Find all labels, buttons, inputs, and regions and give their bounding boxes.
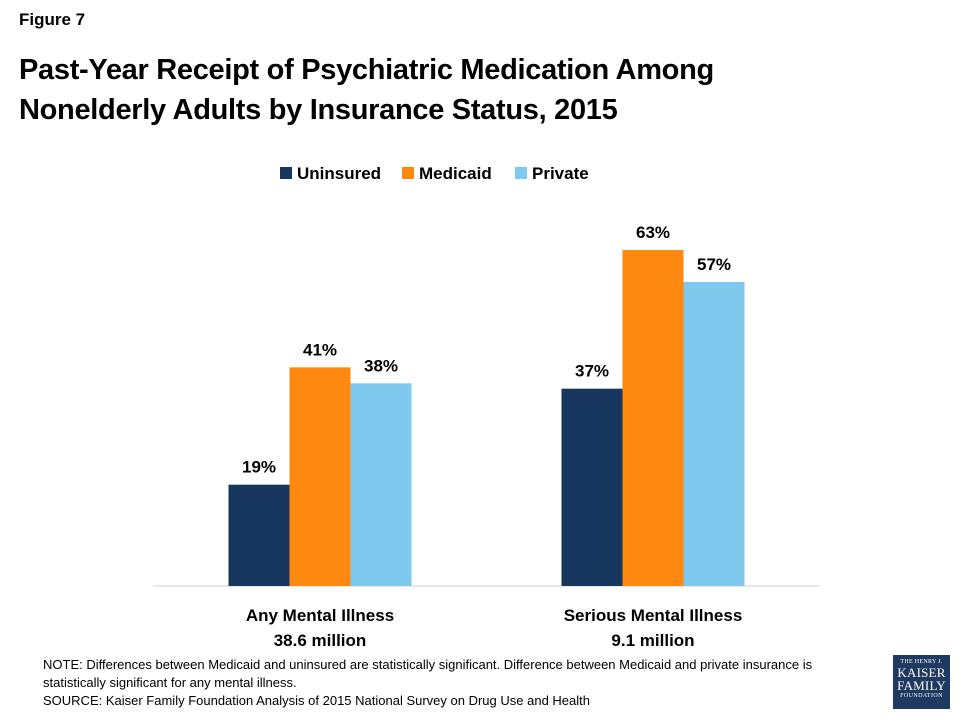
category-sublabel-2: 9.1 million	[611, 631, 694, 650]
bar-medicaid-1	[289, 367, 351, 586]
category-sublabel-1: 38.6 million	[274, 631, 367, 650]
logo-line-1: THE HENRY J.	[900, 659, 943, 665]
data-label-uninsured-2: 37%	[575, 362, 609, 381]
category-label-1: Any Mental Illness	[246, 606, 394, 625]
legend-label-medicaid: Medicaid	[419, 164, 492, 183]
data-label-private-2: 57%	[697, 255, 731, 274]
legend-swatch-uninsured	[280, 167, 292, 179]
logo-line-4: FOUNDATION	[900, 693, 943, 699]
bar-chart: Uninsured Medicaid Private 19% 41% 38% Any Men…	[153, 164, 820, 650]
kff-logo: THE HENRY J. KAISER FAMILY FOUNDATION	[893, 655, 950, 709]
category-label-2: Serious Mental Illness	[564, 606, 743, 625]
source-text: SOURCE: Kaiser Family Foundation Analysi…	[43, 693, 590, 708]
figure-label: Figure 7	[19, 10, 86, 29]
data-label-medicaid-1: 41%	[303, 340, 337, 359]
chart-title-line-1: Past-Year Receipt of Psychiatric Medicat…	[19, 54, 714, 86]
data-label-uninsured-1: 19%	[242, 458, 276, 477]
bar-uninsured-2	[561, 388, 623, 586]
data-label-private-1: 38%	[364, 356, 398, 375]
chart-notes: NOTE: Differences between Medicaid and u…	[43, 656, 843, 710]
bar-uninsured-1	[228, 484, 290, 586]
data-label-medicaid-2: 63%	[636, 223, 670, 242]
logo-line-2: KAISER	[897, 665, 946, 680]
legend-swatch-medicaid	[402, 167, 414, 179]
bar-private-1	[350, 383, 412, 586]
chart-title: Past-Year Receipt of Psychiatric Medicat…	[19, 50, 919, 130]
bar-private-2	[683, 282, 745, 586]
note-text: NOTE: Differences between Medicaid and u…	[43, 657, 813, 690]
legend-label-uninsured: Uninsured	[297, 164, 381, 183]
logo-line-3: FAMILY	[897, 678, 946, 693]
bar-medicaid-2	[622, 250, 684, 586]
chart-title-line-2: Nonelderly Adults by Insurance Status, 2…	[19, 94, 618, 126]
legend-swatch-private	[515, 167, 527, 179]
legend-label-private: Private	[532, 164, 589, 183]
